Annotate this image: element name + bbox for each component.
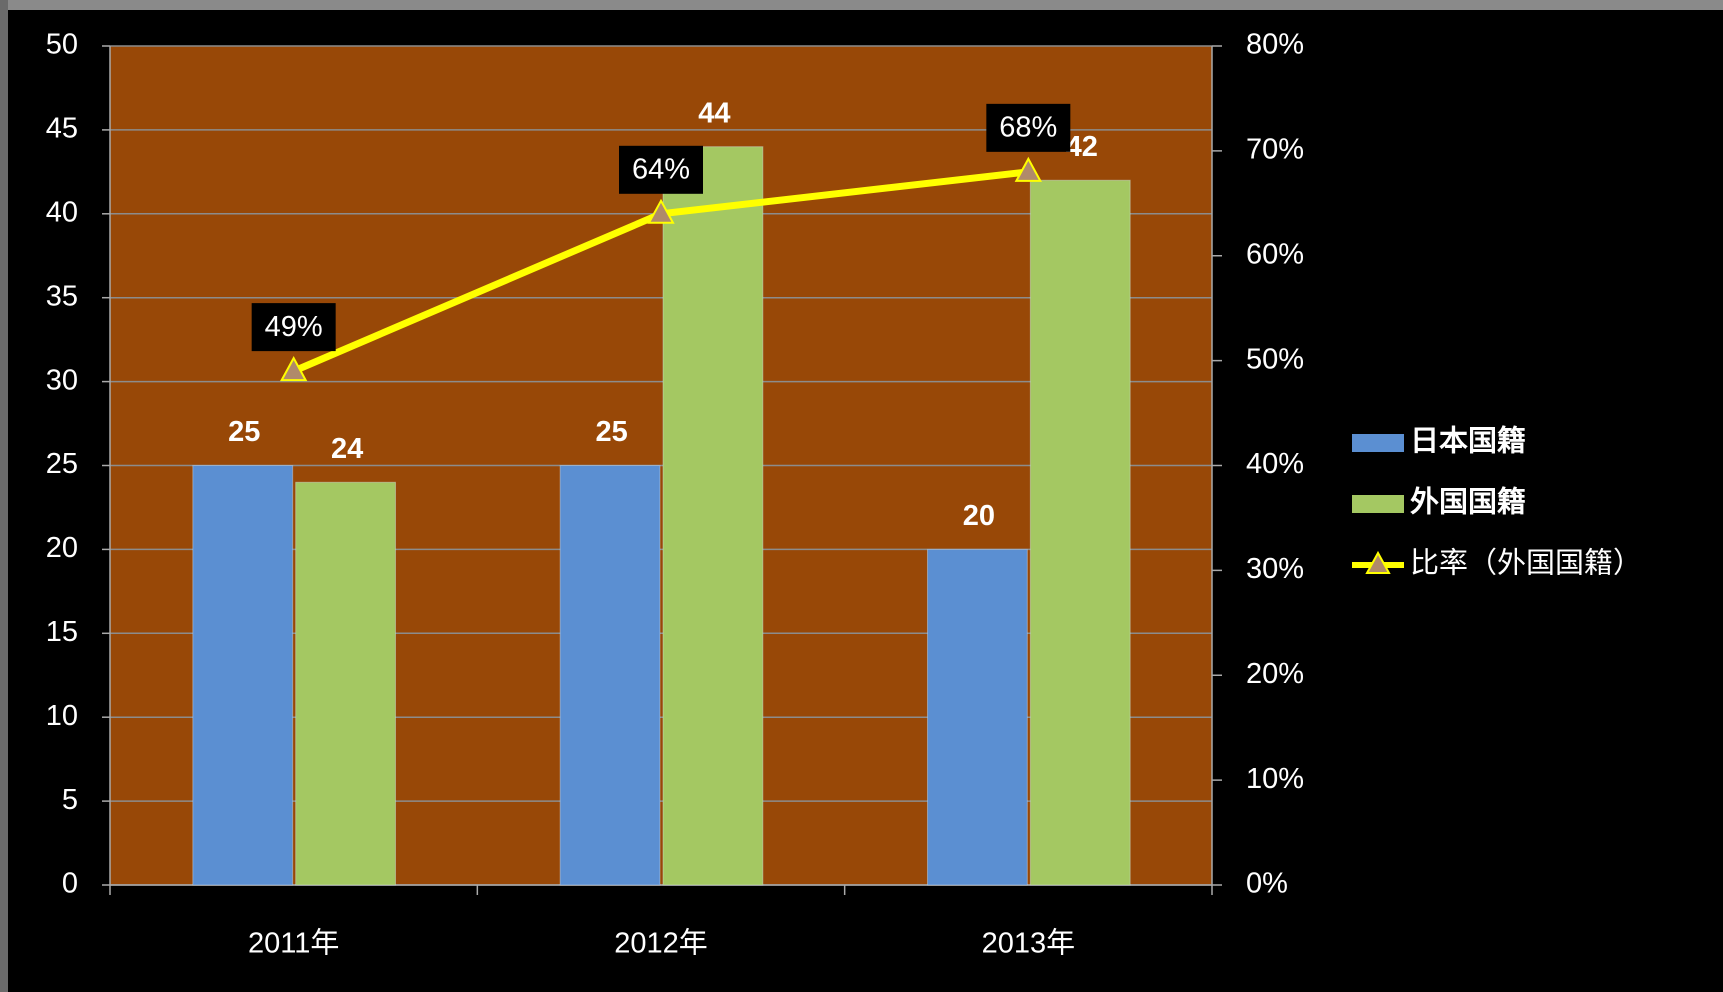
y2-tick-label: 30% xyxy=(1246,553,1304,585)
legend-swatch xyxy=(1352,495,1404,513)
marker xyxy=(279,356,308,382)
marker xyxy=(1014,156,1043,182)
value-label-box xyxy=(986,103,1071,152)
x-tick-label: 2013年 xyxy=(982,927,1076,960)
legend-label: 比率（外国国籍） xyxy=(1410,547,1642,580)
value-label: 64% xyxy=(632,153,690,185)
y-tick-label: 50 xyxy=(46,29,78,61)
bar xyxy=(192,465,294,886)
y-tick-label: 0 xyxy=(62,868,78,900)
x-tick-label: 2011年 xyxy=(248,927,339,960)
y2-tick-label: 60% xyxy=(1246,238,1304,270)
y2-tick-label: 70% xyxy=(1246,134,1304,166)
frame-top xyxy=(0,0,1723,10)
legend-label: 外国国籍 xyxy=(1410,485,1526,519)
y-tick-label: 45 xyxy=(46,113,78,145)
bar-label: 44 xyxy=(698,97,730,129)
bar xyxy=(662,146,764,886)
y2-tick-label: 50% xyxy=(1246,343,1304,375)
x-tick-label: 2012年 xyxy=(614,927,708,960)
bar-label: 42 xyxy=(1066,131,1098,163)
frame-left xyxy=(0,0,8,992)
y-tick-label: 10 xyxy=(46,700,78,732)
y2-tick-label: 20% xyxy=(1246,658,1304,690)
y-tick-label: 20 xyxy=(46,532,78,564)
y2-tick-label: 0% xyxy=(1246,868,1288,900)
y2-tick-label: 10% xyxy=(1246,763,1304,795)
bar-label: 25 xyxy=(228,416,260,448)
value-label-box xyxy=(251,303,336,352)
value-label: 68% xyxy=(999,112,1057,144)
bar-label: 24 xyxy=(331,433,363,465)
legend-swatch xyxy=(1352,434,1404,452)
y-tick-label: 15 xyxy=(46,616,78,648)
y2-tick-label: 80% xyxy=(1246,29,1304,61)
bar-label: 25 xyxy=(595,416,627,448)
y-tick-label: 25 xyxy=(46,448,78,480)
legend-marker xyxy=(1365,550,1391,574)
y-tick-label: 5 xyxy=(62,784,78,816)
bar xyxy=(926,548,1028,886)
marker xyxy=(647,198,675,224)
value-label-box xyxy=(619,145,703,194)
y-tick-label: 35 xyxy=(46,280,78,312)
bar xyxy=(295,481,397,886)
legend-label: 日本国籍 xyxy=(1410,424,1526,458)
bar xyxy=(559,465,661,886)
y2-tick-label: 40% xyxy=(1246,448,1304,480)
y-tick-label: 30 xyxy=(46,364,78,396)
y-tick-label: 40 xyxy=(46,196,78,228)
bar xyxy=(1029,179,1131,886)
bar-label: 20 xyxy=(963,500,995,532)
value-label: 49% xyxy=(265,311,323,343)
